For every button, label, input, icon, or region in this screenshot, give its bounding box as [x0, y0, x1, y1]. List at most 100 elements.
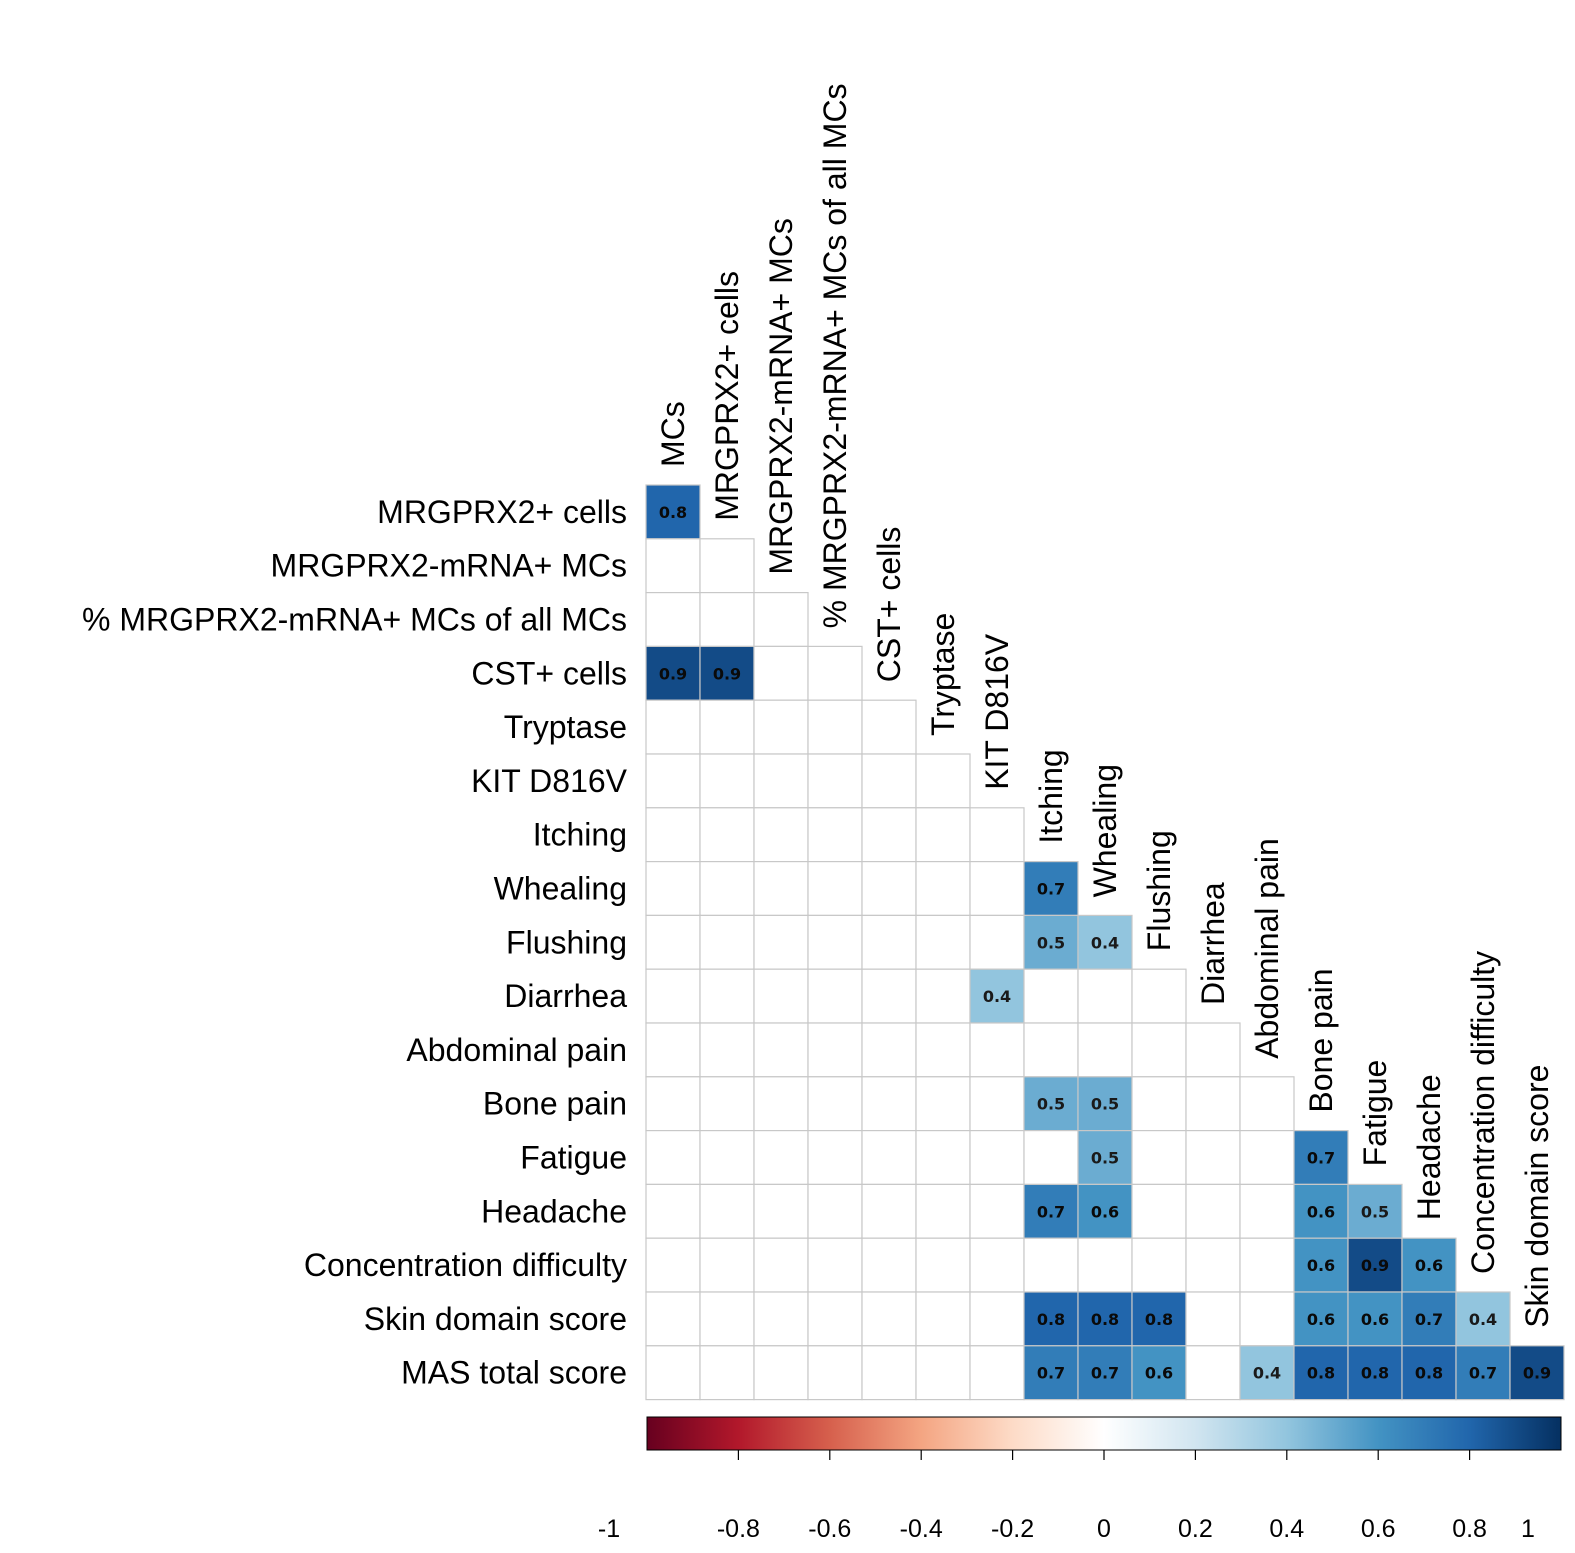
heatmap-cell [1185, 1237, 1241, 1293]
heatmap-cell [1023, 1129, 1079, 1185]
heatmap-cell [861, 1129, 917, 1185]
heatmap-cell [645, 807, 701, 863]
heatmap-cell [1077, 1022, 1133, 1078]
heatmap-cell [645, 1022, 701, 1078]
heatmap-cell [1239, 1183, 1295, 1239]
cell-value-label: 0.8 [1037, 1310, 1065, 1329]
heatmap-cell [1239, 1345, 1295, 1401]
heatmap-cell [1077, 1183, 1133, 1239]
column-label-headache: Headache [1411, 1074, 1447, 1220]
heatmap-cell [1347, 1237, 1403, 1293]
column-label-kit-d816v: KIT D816V [979, 633, 1015, 790]
heatmap-cell [1401, 1237, 1457, 1293]
colorbar-tick-label: -1 [598, 1515, 620, 1543]
heatmap-cell [807, 753, 863, 809]
colorbar-gradient [646, 1416, 1562, 1451]
column-label-pct-mrgprx2-mrnapos-mcs-of-all-mcs: % MRGPRX2-mRNA+ MCs of all MCs [817, 83, 853, 628]
heatmap-cell [1023, 860, 1079, 916]
heatmap-cell [861, 1022, 917, 1078]
column-label-skin-domain-score: Skin domain score [1519, 1065, 1555, 1328]
heatmap-cell [807, 1129, 863, 1185]
row-label-pct-mrgprx2-mrnapos-mcs-of-all-mcs: % MRGPRX2-mRNA+ MCs of all MCs [82, 602, 627, 638]
row-label-mrgprx2-mrnapos-mcs: MRGPRX2-mRNA+ MCs [271, 548, 627, 584]
heatmap-cell [1131, 1345, 1187, 1401]
heatmap-cell [969, 1022, 1025, 1078]
row-label-whealing: Whealing [494, 871, 627, 907]
heatmap-cell [969, 1291, 1025, 1347]
heatmap-cell [915, 914, 971, 970]
column-label-tryptase: Tryptase [925, 613, 961, 736]
heatmap-cells [645, 484, 1565, 1401]
heatmap-cell [1293, 1129, 1349, 1185]
heatmap-cell [699, 914, 755, 970]
heatmap-cell [1293, 1237, 1349, 1293]
heatmap-cell [645, 1129, 701, 1185]
colorbar-tick-label: 0.2 [1178, 1515, 1213, 1543]
heatmap-cell [861, 699, 917, 755]
heatmap-cell [969, 807, 1025, 863]
column-label-whealing: Whealing [1087, 764, 1123, 897]
heatmap-cell [753, 1291, 809, 1347]
column-label-mrgprx2pos-cells: MRGPRX2+ cells [709, 271, 745, 521]
heatmap-cell [699, 1022, 755, 1078]
heatmap-values: 0.8 0.9 0.9 0.7 0.5 0.4 0.4 0.5 0.5 0.5 0.7 0.7 0.6 0… [659, 503, 1551, 1383]
heatmap-cell [753, 753, 809, 809]
heatmap-cell [861, 914, 917, 970]
cell-value-label: 0.4 [983, 987, 1011, 1006]
heatmap-cell [915, 1291, 971, 1347]
heatmap-cell [1239, 1076, 1295, 1132]
heatmap-cell [1185, 1076, 1241, 1132]
heatmap-cell [1023, 1022, 1079, 1078]
heatmap-cell [915, 1237, 971, 1293]
cell-value-label: 0.5 [1091, 1095, 1119, 1114]
cell-value-label: 0.8 [1091, 1310, 1119, 1329]
heatmap-cell [807, 968, 863, 1024]
heatmap-cell [699, 538, 755, 594]
row-label-headache: Headache [481, 1193, 627, 1229]
heatmap-cell [807, 1022, 863, 1078]
heatmap-cell [699, 591, 755, 647]
cell-value-label: 0.4 [1469, 1310, 1497, 1329]
heatmap-cell [1077, 1076, 1133, 1132]
cell-value-label: 0.4 [1091, 933, 1119, 952]
row-label-tryptase: Tryptase [504, 709, 627, 745]
heatmap-cell [969, 1237, 1025, 1293]
heatmap-cell [753, 645, 809, 701]
cell-value-label: 0.8 [1307, 1364, 1335, 1383]
heatmap-cell [1239, 1237, 1295, 1293]
heatmap-cell [1185, 1129, 1241, 1185]
cell-value-label: 0.6 [1307, 1310, 1335, 1329]
heatmap-cell [1023, 1291, 1079, 1347]
heatmap-cell [1455, 1345, 1511, 1401]
heatmap-cell [969, 914, 1025, 970]
colorbar-tick-label: -0.6 [808, 1515, 851, 1543]
heatmap-cell [753, 1129, 809, 1185]
heatmap-cell [915, 968, 971, 1024]
colorbar-tick-label: 1 [1521, 1515, 1535, 1543]
heatmap-cell [969, 1076, 1025, 1132]
cell-value-label: 0.7 [1037, 880, 1065, 899]
heatmap-cell [1023, 1183, 1079, 1239]
heatmap-cell [699, 1076, 755, 1132]
heatmap-cell [915, 753, 971, 809]
heatmap-cell [645, 538, 701, 594]
heatmap-cell [1293, 1183, 1349, 1239]
heatmap-cell [861, 1345, 917, 1401]
heatmap-cell [699, 1129, 755, 1185]
heatmap-cell [1401, 1345, 1457, 1401]
heatmap-cell [645, 1291, 701, 1347]
column-labels: MCs MRGPRX2+ cells MRGPRX2-mRNA+ MCs % MRGP… [655, 83, 1555, 1327]
heatmap-cell [753, 860, 809, 916]
heatmap-cell [645, 860, 701, 916]
column-label-mrgprx2-mrnapos-mcs: MRGPRX2-mRNA+ MCs [763, 218, 799, 574]
heatmap-cell [861, 1183, 917, 1239]
heatmap-cell [699, 1237, 755, 1293]
cell-value-label: 0.4 [1253, 1364, 1281, 1383]
heatmap-cell [807, 1237, 863, 1293]
row-label-bone-pain: Bone pain [483, 1086, 627, 1122]
cell-value-label: 0.6 [1091, 1202, 1119, 1221]
heatmap-cell [915, 860, 971, 916]
heatmap-cell [969, 860, 1025, 916]
heatmap-cell [915, 1022, 971, 1078]
heatmap-cell [645, 1076, 701, 1132]
